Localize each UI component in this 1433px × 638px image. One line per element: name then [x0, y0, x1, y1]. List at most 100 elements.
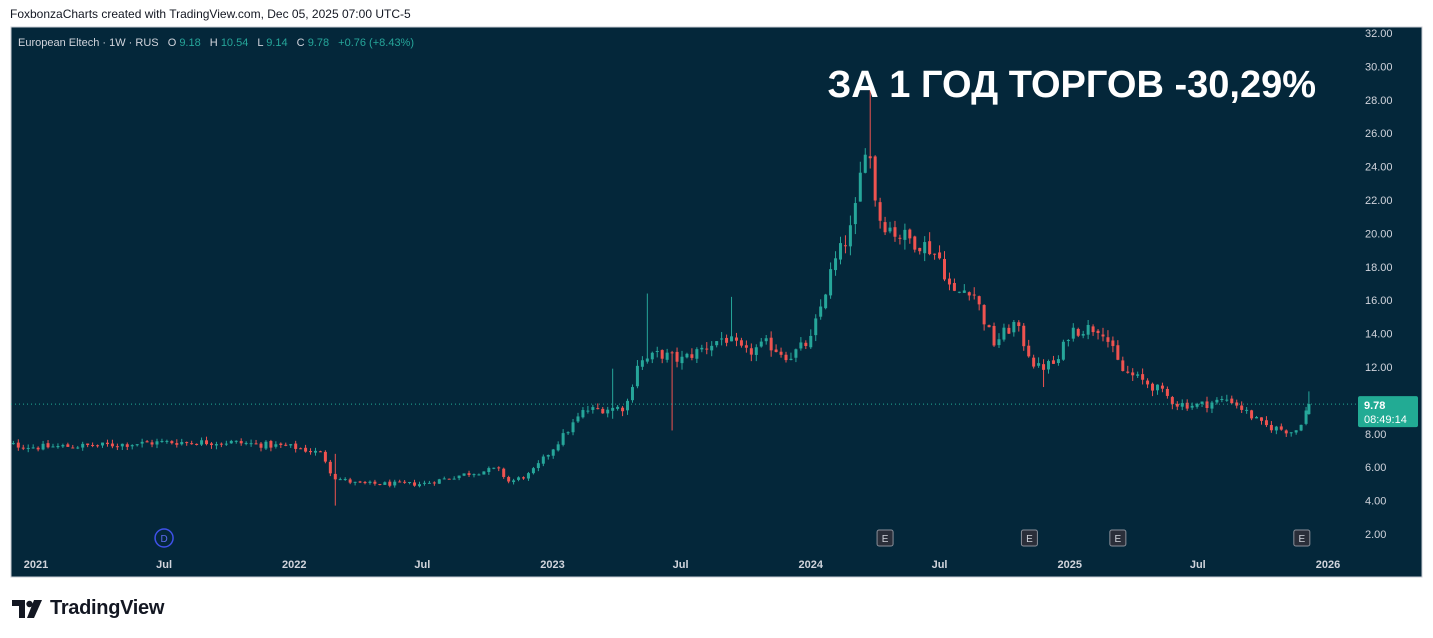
candle-body — [938, 252, 942, 259]
candle-body — [249, 443, 253, 445]
candle-body — [1304, 410, 1308, 424]
last-price-marker: 9.78 08:49:14 — [1358, 396, 1418, 428]
time-axis[interactable]: 2021 Jul 2022 Jul 2023 Jul 2024 Jul 2025 Jul 2026 — [24, 559, 1340, 571]
candle-body — [309, 451, 313, 453]
candle-body — [492, 467, 496, 469]
legend-low-value: 9.14 — [266, 37, 287, 49]
candle-body — [536, 463, 540, 469]
time-tick-label: 2026 — [1316, 559, 1340, 571]
candle-body — [645, 358, 649, 362]
candle-body — [1299, 424, 1303, 431]
candle-body — [452, 478, 456, 480]
candle-body — [31, 447, 35, 449]
candle-body — [219, 443, 223, 445]
price-tick-label: 24.00 — [1365, 162, 1393, 174]
candle-body — [155, 441, 159, 445]
candle-body — [269, 441, 273, 448]
candle-body — [96, 445, 100, 447]
candle-body — [130, 445, 134, 447]
candle-body — [685, 353, 689, 358]
candle-body — [898, 237, 902, 239]
candle-body — [1220, 399, 1224, 401]
candle-body — [358, 481, 362, 483]
candle-body — [1136, 374, 1140, 376]
price-tick-label: 20.00 — [1365, 228, 1393, 240]
bar-countdown-label: 08:49:14 — [1364, 414, 1407, 426]
candle-body — [1170, 397, 1174, 405]
candle-body — [804, 342, 808, 347]
tradingview-brand[interactable]: TradingView — [12, 597, 164, 620]
candle-body — [105, 442, 109, 445]
candle-body — [398, 481, 402, 483]
candle-body — [1205, 401, 1209, 408]
dividend-marker-label: D — [160, 534, 167, 545]
earnings-marker-label: E — [882, 534, 889, 545]
time-tick-label: Jul — [1190, 559, 1206, 571]
candle-body — [120, 443, 124, 447]
candle-body — [601, 408, 605, 414]
candle-body — [1180, 403, 1184, 407]
candle-body — [323, 451, 327, 462]
candle-body — [1230, 398, 1234, 404]
candle-body — [61, 445, 65, 447]
candle-body — [1061, 341, 1065, 360]
candle-body — [313, 450, 317, 453]
candle-body — [1002, 327, 1006, 340]
time-tick-label: Jul — [673, 559, 689, 571]
candle-body — [209, 443, 213, 445]
earnings-marker-icon — [1293, 529, 1311, 547]
chart-background — [10, 26, 1423, 578]
candle-body — [1027, 345, 1031, 357]
candle-body — [531, 468, 535, 474]
candle-body — [606, 409, 610, 414]
last-price-marker-box — [1358, 396, 1418, 428]
legend-change: +0.76 (+8.43%) — [338, 37, 414, 49]
candle-body — [522, 477, 526, 479]
candle-body — [1185, 402, 1189, 409]
candle-body — [1146, 380, 1150, 385]
candle-body — [1106, 337, 1110, 342]
candle-body — [462, 473, 466, 476]
candle-body — [690, 354, 694, 358]
candle-body — [1047, 361, 1051, 370]
candle-body — [1096, 330, 1100, 333]
candle-body — [51, 446, 55, 448]
candle-body — [1255, 417, 1259, 419]
candle-body — [442, 478, 446, 480]
legend-open-value: 9.18 — [179, 37, 200, 49]
time-tick-label: Jul — [156, 559, 172, 571]
legend-symbol: European Eltech · 1W · RUS — [18, 37, 159, 49]
candle-body — [264, 441, 268, 449]
candle-body — [1210, 402, 1214, 409]
candle-body — [259, 443, 263, 448]
candle-body — [878, 202, 882, 221]
candle-body — [1160, 385, 1164, 389]
candle-body — [115, 446, 119, 448]
candle-body — [734, 337, 738, 341]
candle-body — [353, 481, 357, 483]
candle-body — [853, 203, 857, 225]
candle-body — [1091, 326, 1095, 333]
candle-body — [512, 480, 516, 483]
candle-body — [809, 335, 813, 348]
candle-body — [814, 318, 818, 336]
last-price-label: 9.78 — [1364, 400, 1385, 412]
price-tick-label: 8.00 — [1365, 429, 1386, 441]
candle-body — [338, 479, 342, 481]
candle-body — [868, 156, 872, 159]
price-tick-label: 6.00 — [1365, 462, 1386, 474]
candle-body — [1111, 340, 1115, 347]
candle-body — [234, 440, 238, 442]
candle-body — [715, 341, 719, 346]
candle-body — [616, 406, 620, 409]
candle-body — [224, 443, 228, 445]
candle-body — [977, 296, 981, 305]
candle-body — [487, 468, 491, 473]
candle-body — [125, 444, 129, 447]
candle-body — [1307, 404, 1311, 415]
candle-body — [244, 442, 248, 444]
candle-body — [368, 481, 372, 483]
candle-body — [576, 416, 580, 422]
